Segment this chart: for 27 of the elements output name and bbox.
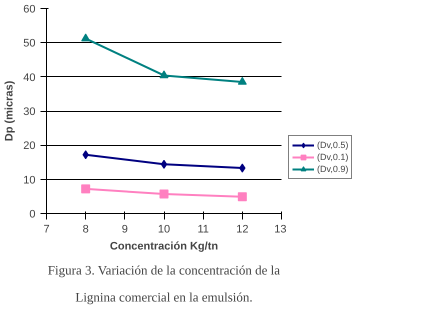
x-axis-title: Concentración Kg/tn [110, 240, 218, 252]
y-tick-label: 50 [23, 38, 36, 50]
x-tick-label: 7 [43, 224, 50, 236]
point [160, 70, 168, 78]
legend-label: (Dv,0.5) [317, 139, 348, 151]
x-tick-label: 12 [236, 224, 248, 236]
x-tick-label: 8 [82, 224, 89, 236]
text: Figura 3. Variación de la concentración de la Lignina comercial en la emulsión. [48, 262, 280, 304]
y-tick-label: 30 [23, 106, 36, 118]
y-tick-label: 40 [23, 72, 36, 84]
point [160, 160, 168, 169]
y-tick-label: 0 [29, 208, 36, 220]
x-tick-label: 11 [197, 224, 209, 236]
legend-label: (Dv,0.1) [317, 151, 348, 163]
legend-label: (Dv,0.9) [317, 163, 348, 175]
point [238, 192, 247, 202]
y-tick-label: 10 [23, 174, 36, 186]
y-tick-label: 60 [23, 4, 36, 16]
y-tick-label: 20 [23, 140, 36, 152]
point [160, 190, 168, 199]
x-tick-label: 9 [122, 224, 128, 236]
point [81, 184, 90, 194]
x-tick-label: 10 [158, 224, 170, 236]
x-tick-label: 13 [274, 224, 287, 236]
point [238, 76, 247, 85]
y-axis-title: Dp (micras) [3, 80, 16, 142]
point [81, 33, 90, 42]
